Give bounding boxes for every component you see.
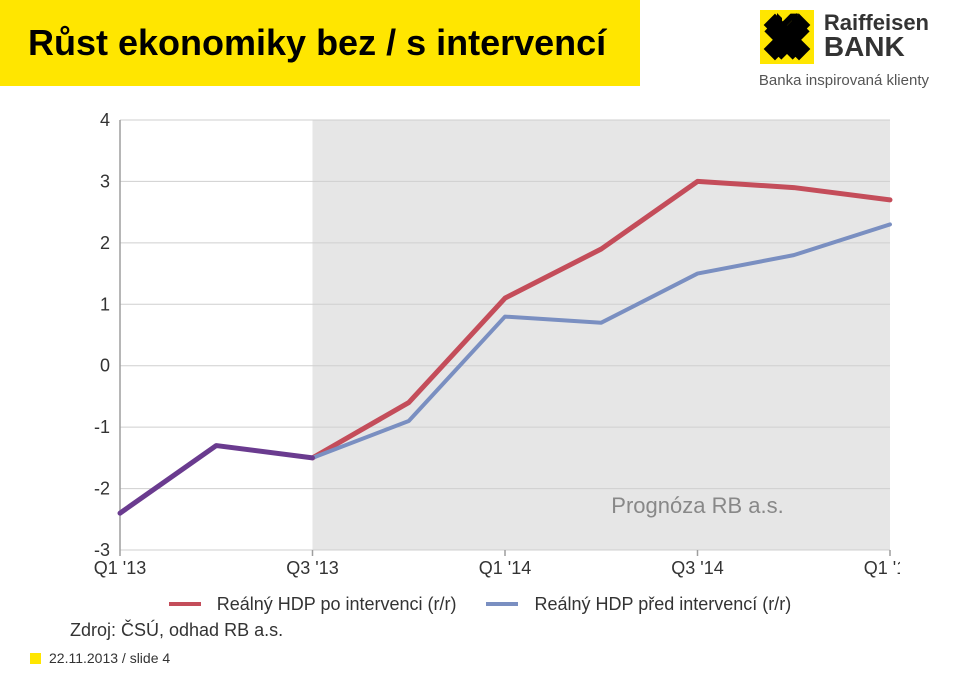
svg-text:0: 0 xyxy=(100,356,110,376)
svg-text:-1: -1 xyxy=(94,417,110,437)
footer-bullet-icon xyxy=(30,653,41,664)
svg-text:1: 1 xyxy=(100,294,110,314)
svg-text:Q3 '14: Q3 '14 xyxy=(671,558,723,578)
svg-text:2: 2 xyxy=(100,233,110,253)
raiffeisen-logo-icon xyxy=(760,10,814,64)
legend-label: Reálný HDP po intervenci (r/r) xyxy=(217,594,457,615)
svg-text:Prognóza RB a.s.: Prognóza RB a.s. xyxy=(611,493,783,518)
logo-line2: BANK xyxy=(824,34,929,61)
legend-item: Reálný HDP po intervenci (r/r) xyxy=(169,594,467,615)
svg-text:Q1 '15: Q1 '15 xyxy=(864,558,900,578)
title-bar: Růst ekonomiky bez / s intervencí xyxy=(0,0,640,86)
legend-item: Reálný HDP před intervencí (r/r) xyxy=(486,594,801,615)
chart-legend: Reálný HDP po intervenci (r/r) Reálný HDP… xyxy=(70,590,900,615)
page-title: Růst ekonomiky bez / s intervencí xyxy=(28,22,606,64)
svg-text:Q1 '14: Q1 '14 xyxy=(479,558,531,578)
slide-footer: 22.11.2013 / slide 4 xyxy=(30,650,170,666)
footer-text: 22.11.2013 / slide 4 xyxy=(49,650,170,666)
gdp-chart: -3 -2 -1 0 1 2 3 4 Q1 '13 Q3 '13 Q1 '14 Q3 '14 Q1 '1… xyxy=(70,110,900,580)
logo: Raiffeisen BANK xyxy=(760,10,929,64)
chart-source: Zdroj: ČSÚ, odhad RB a.s. xyxy=(70,620,283,641)
logo-tagline: Banka inspirovaná klienty xyxy=(759,72,929,89)
svg-text:3: 3 xyxy=(100,171,110,191)
svg-text:-2: -2 xyxy=(94,479,110,499)
svg-text:Q3 '13: Q3 '13 xyxy=(286,558,338,578)
svg-text:4: 4 xyxy=(100,110,110,130)
logo-text: Raiffeisen BANK xyxy=(824,13,929,60)
svg-text:-3: -3 xyxy=(94,540,110,560)
legend-swatch xyxy=(169,602,201,606)
legend-label: Reálný HDP před intervencí (r/r) xyxy=(534,594,791,615)
legend-swatch xyxy=(486,602,518,606)
svg-text:Q1 '13: Q1 '13 xyxy=(94,558,146,578)
